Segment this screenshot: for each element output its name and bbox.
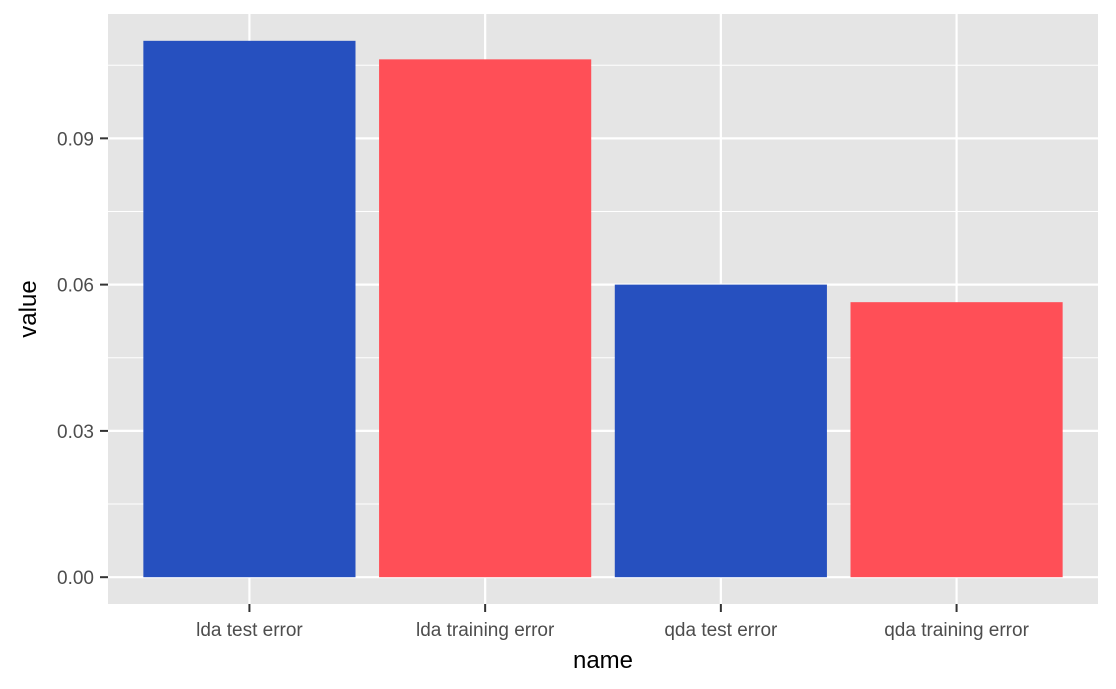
bar-lda-training-error [379,59,592,578]
bars [143,40,1063,578]
y-axis: 0.00 0.03 0.06 0.09 [57,129,108,589]
x-tick-label: qda test error [664,620,778,641]
x-tick-label: qda training error [884,620,1029,641]
y-tick-label: 0.03 [57,422,94,443]
x-tick-label: lda test error [196,620,303,641]
x-axis-title: name [573,647,633,674]
x-axis: lda test error lda training error qda test… [196,604,1030,641]
bar-qda-training-error [850,302,1063,578]
x-tick-label: lda training error [416,620,555,641]
bar-qda-test-error [614,284,827,578]
y-tick-label: 0.06 [57,276,94,297]
y-tick-label: 0.00 [57,568,94,589]
bar-lda-test-error [143,40,356,578]
y-axis-title: value [15,280,42,337]
y-tick-label: 0.09 [57,129,94,150]
